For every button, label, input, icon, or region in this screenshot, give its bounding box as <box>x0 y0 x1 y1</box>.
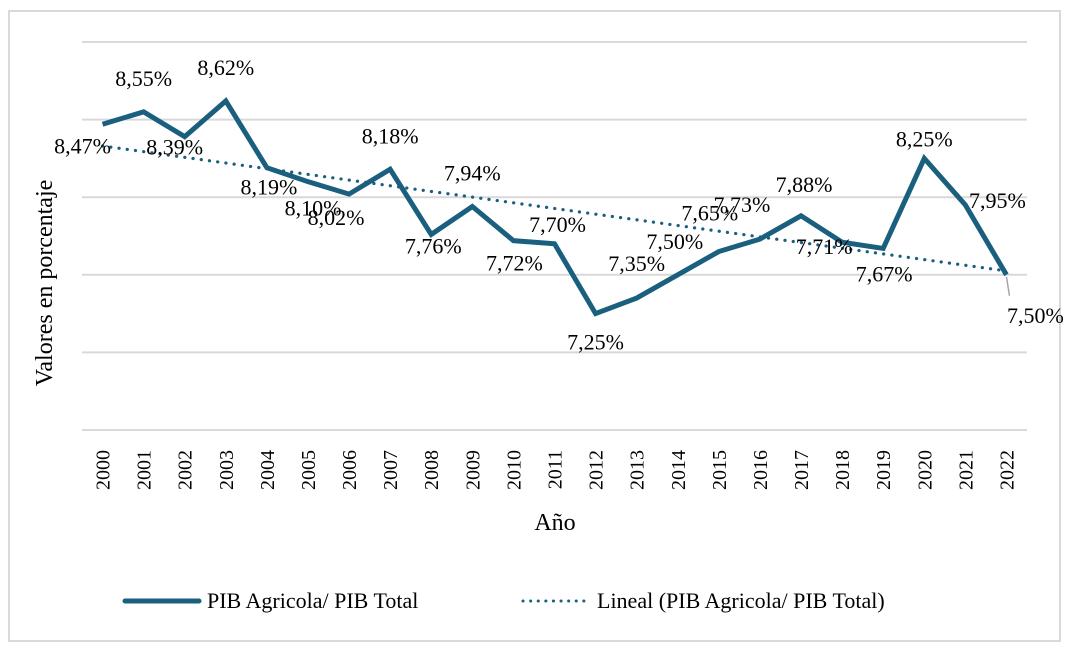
trendline-series <box>100 144 1003 272</box>
data-label: 7,50% <box>646 229 703 254</box>
x-tick-label: 2016 <box>750 450 772 490</box>
x-tick-label: 2003 <box>216 450 238 490</box>
data-label: 8,10% <box>285 196 342 221</box>
y-axis-label: Valores en porcentaje <box>32 180 58 387</box>
data-label: 7,71% <box>796 234 853 259</box>
data-label: 7,35% <box>608 251 665 276</box>
data-label: 7,25% <box>567 330 624 355</box>
x-tick-label: 2020 <box>914 450 936 490</box>
data-label: 8,19% <box>240 175 297 200</box>
x-tick-label: 2022 <box>996 450 1018 490</box>
x-tick-label: 2011 <box>545 450 567 489</box>
data-label: 7,94% <box>444 161 501 186</box>
x-tick-label: 2008 <box>421 450 443 490</box>
data-label: 8,62% <box>197 55 254 80</box>
x-tick-label: 2012 <box>586 450 608 490</box>
x-tick-labels: 2000 2001 2002 2003 2004 2005 2006 2007 2008 2009… <box>93 450 1019 490</box>
x-tick-label: 2009 <box>462 450 484 490</box>
data-label: 7,73% <box>714 192 771 217</box>
data-labels: 8,47% 8,55% 8,39% 8,62% 8,19%8,10%8,02% 8,18%… <box>54 55 1064 355</box>
data-label: 7,50% <box>1007 303 1064 328</box>
legend: PIB Agricola/ PIB Total Lineal (PIB Agri… <box>122 588 885 613</box>
x-tick-label: 2021 <box>955 450 977 490</box>
data-label: 7,76% <box>405 233 462 258</box>
x-tick-label: 2013 <box>627 450 649 490</box>
x-tick-label: 2004 <box>257 450 279 490</box>
data-label: 8,25% <box>896 126 953 151</box>
x-tick-label: 2006 <box>339 450 361 490</box>
data-label: 8,47% <box>54 133 111 158</box>
x-tick-label: 2001 <box>134 450 156 490</box>
data-label: 8,02% <box>308 205 365 230</box>
x-tick-label: 2014 <box>668 450 690 490</box>
data-label: 7,70% <box>529 212 586 237</box>
x-tick-label: 2005 <box>298 450 320 490</box>
data-label: 8,55% <box>115 66 172 91</box>
x-tick-label: 2007 <box>380 450 402 490</box>
x-tick-label: 2019 <box>873 450 895 490</box>
data-points <box>102 100 1007 314</box>
data-label: 7,95% <box>969 188 1026 213</box>
data-label: 7,88% <box>776 172 833 197</box>
legend-label-series: PIB Agricola/ PIB Total <box>207 588 418 613</box>
data-label-leader-line <box>1005 276 1011 296</box>
data-label: 8,18% <box>362 123 419 148</box>
x-axis-label: Año <box>534 510 575 536</box>
x-tick-label: 2002 <box>175 450 197 490</box>
data-label: 8,39% <box>146 135 203 160</box>
x-tick-label: 2017 <box>791 450 813 490</box>
data-label: 7,65% <box>681 201 738 226</box>
x-tick-label: 2018 <box>832 450 854 490</box>
x-tick-label: 2015 <box>709 450 731 490</box>
legend-label-trendline: Lineal (PIB Agricola/ PIB Total) <box>597 588 885 613</box>
data-label: 7,67% <box>856 261 913 286</box>
data-label: 7,72% <box>486 251 543 276</box>
x-tick-label: 2000 <box>93 450 115 490</box>
x-tick-label: 2010 <box>503 450 525 490</box>
trendline <box>100 144 1003 272</box>
chart-frame <box>8 10 1061 642</box>
